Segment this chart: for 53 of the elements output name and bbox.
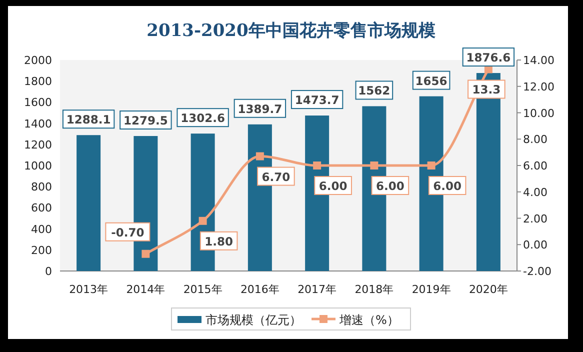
y-tick-label: 400 [31,222,52,236]
y2-tick-label: -2.00 [523,265,552,278]
data-label: 1288.1 [66,112,111,127]
data-label: 1279.5 [123,114,168,128]
y2-tick-label: 10.00 [523,106,554,120]
y2-tick-label: 12.00 [523,80,554,94]
point [427,162,436,170]
point [313,162,322,170]
data-label: 1473.7 [294,93,340,108]
x-tick-label: 2017年 [298,283,337,296]
data-label: 1656 [415,74,448,88]
y-tick-label: 1800 [24,75,52,88]
x-tick-label: 2019年 [412,283,451,296]
x-tick-label: 2020年 [468,283,508,296]
y-tick-label: 200 [31,244,52,257]
y-tick-label: 1200 [24,138,52,152]
y2-tick-label: 8.00 [523,133,548,146]
legend-label: 市场规模（亿元） [206,313,302,327]
y-tick-label: 600 [31,202,52,215]
point [142,250,150,258]
data-label: 1562 [358,84,390,98]
y2-tick-label: 4.00 [523,186,548,199]
data-label: 6.00 [318,179,348,193]
data-label: 6.00 [376,179,404,193]
x-tick-label: 2016年 [240,283,280,296]
chart-title: 2013-2020年中国花卉零售市场规模 [146,21,436,41]
data-label: 6.00 [433,179,462,193]
y-tick-label: 1400 [24,117,52,130]
y2-tick-label: 6.00 [523,160,548,172]
x-tick-label: 2013年 [69,283,108,296]
y-tick-label: 2000 [24,54,52,67]
bar [76,135,101,271]
data-label: 1302.6 [180,111,226,126]
y-tick-label: 1000 [24,160,52,172]
data-label: 6.70 [262,170,290,184]
y-tick-label: 0 [45,265,52,278]
y2-tick-label: 14.00 [523,54,554,67]
data-label: 13.3 [472,82,501,97]
x-tick-label: 2015年 [183,283,222,296]
x-tick-label: 2014年 [126,283,166,296]
point [370,162,378,170]
x-tick-label: 2018年 [354,283,394,296]
data-label: 1.80 [204,234,233,248]
y-tick-label: 800 [31,180,52,194]
y2-tick-label: 0.00 [523,238,548,252]
point [256,152,264,160]
y-tick-label: 1600 [24,96,52,110]
y2-tick-label: 2.00 [523,212,548,226]
data-label: 1876.6 [466,50,511,65]
data-label: 1389.7 [238,102,282,116]
data-label: -0.70 [111,225,144,240]
point [198,216,207,225]
legend-label: 增速（%） [338,313,399,327]
